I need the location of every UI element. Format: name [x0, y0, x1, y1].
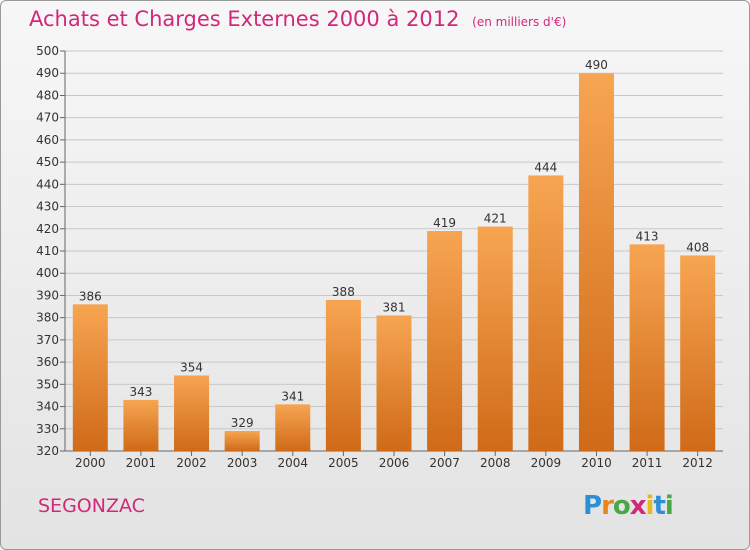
bar: [123, 399, 159, 451]
x-tick-label: 2004: [277, 456, 308, 470]
y-tick-label: 340: [36, 400, 59, 414]
bar-value-label: 419: [433, 216, 456, 230]
bar-value-label: 329: [231, 416, 254, 430]
bar-value-label: 421: [484, 212, 507, 226]
x-tick-label: 2002: [176, 456, 207, 470]
y-tick-label: 490: [36, 66, 59, 80]
y-tick-label: 400: [36, 266, 59, 280]
y-tick-label: 330: [36, 422, 59, 436]
y-tick-label: 500: [36, 44, 59, 58]
y-tick-label: 390: [36, 288, 59, 302]
bar: [72, 304, 108, 451]
unit-label: (en milliers d'€): [472, 15, 567, 29]
bar-value-label: 388: [332, 285, 355, 299]
bar-value-label: 343: [129, 385, 152, 399]
y-tick-label: 370: [36, 333, 59, 347]
y-tick-label: 440: [36, 177, 59, 191]
bar-value-label: 408: [686, 240, 709, 254]
x-tick-label: 2012: [682, 456, 713, 470]
x-tick-label: 2010: [581, 456, 612, 470]
y-tick-label: 350: [36, 377, 59, 391]
x-tick-label: 2003: [227, 456, 258, 470]
x-tick-label: 2008: [480, 456, 511, 470]
y-tick-label: 380: [36, 311, 59, 325]
bars: [72, 73, 716, 451]
place-name: SEGONZAC: [38, 495, 145, 517]
y-tick-label: 410: [36, 244, 59, 258]
bar: [174, 375, 210, 451]
bar: [325, 299, 361, 451]
x-tick-label: 2011: [632, 456, 663, 470]
bar-value-label: 354: [180, 360, 203, 374]
y-tick-label: 320: [36, 444, 59, 458]
x-tick-label: 2006: [379, 456, 410, 470]
bar-value-label: 413: [636, 229, 659, 243]
bar: [680, 255, 716, 451]
chart-title: Achats et Charges Externes 2000 à 2012 (…: [29, 7, 566, 31]
bar: [224, 431, 260, 451]
bar-value-label: 381: [383, 300, 406, 314]
bar: [427, 231, 463, 451]
bar: [376, 315, 412, 451]
y-tick-label: 430: [36, 200, 59, 214]
bar-value-label: 341: [281, 389, 304, 403]
bar: [578, 73, 614, 451]
x-tick-label: 2009: [531, 456, 562, 470]
bar: [629, 244, 665, 451]
chart-title-text: Achats et Charges Externes 2000 à 2012: [29, 7, 460, 31]
bar: [275, 404, 311, 451]
bar-value-label: 444: [534, 160, 557, 174]
x-tick-label: 2007: [429, 456, 460, 470]
bar-value-label: 386: [79, 289, 102, 303]
y-tick-label: 420: [36, 222, 59, 236]
y-tick-label: 360: [36, 355, 59, 369]
bar: [528, 175, 564, 451]
labels: 320 330 340 350 360 370 380 390 400 410 420 430 440 4…: [36, 44, 713, 470]
y-tick-label: 480: [36, 88, 59, 102]
y-tick-label: 460: [36, 133, 59, 147]
y-tick-label: 470: [36, 111, 59, 125]
bar: [477, 226, 513, 451]
x-tick-label: 2000: [75, 456, 106, 470]
x-tick-label: 2005: [328, 456, 359, 470]
proxiti-logo: Proxiti: [583, 491, 674, 521]
y-tick-label: 450: [36, 155, 59, 169]
x-tick-label: 2001: [126, 456, 157, 470]
bar-value-label: 490: [585, 58, 608, 72]
